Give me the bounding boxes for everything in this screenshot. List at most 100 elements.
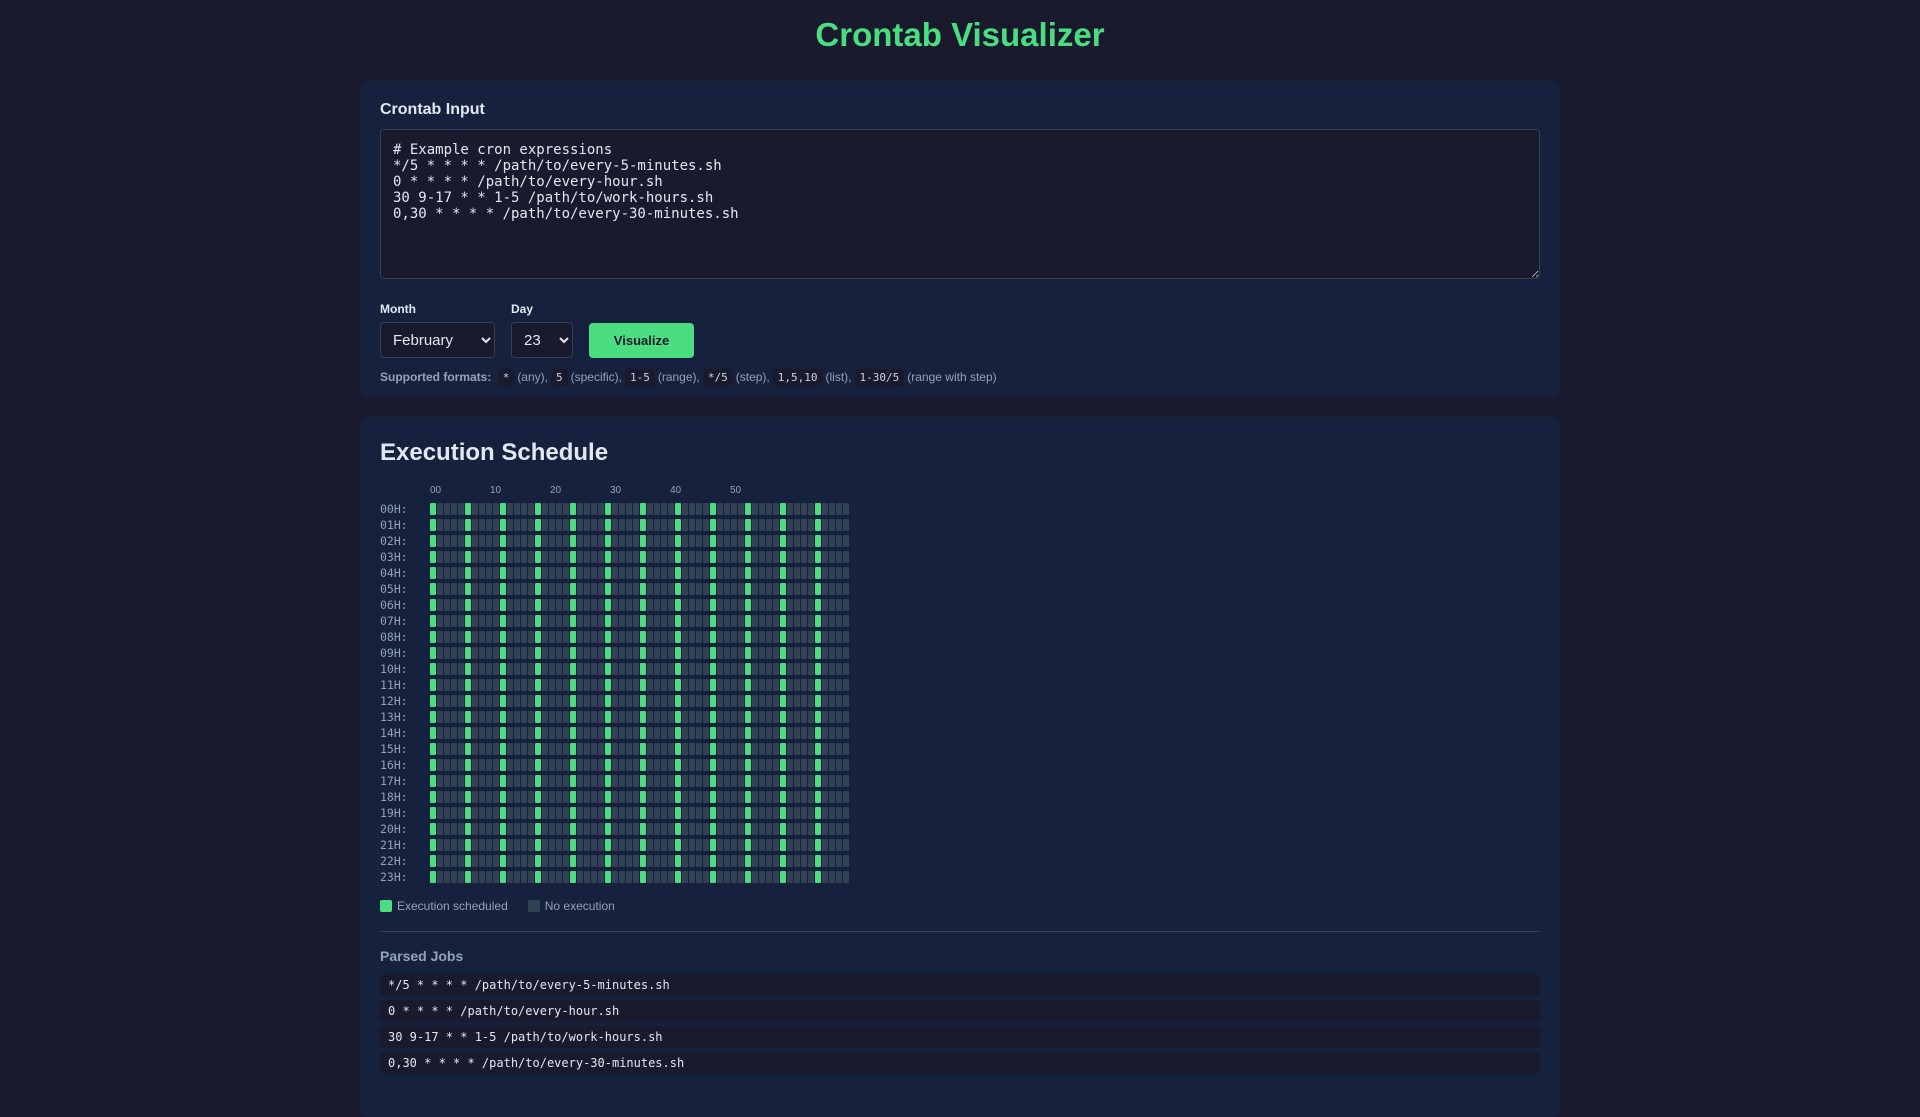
cell-empty: [542, 727, 548, 739]
hour-label: 14H:: [380, 726, 408, 740]
cell-empty: [563, 519, 569, 531]
cell-empty: [598, 823, 604, 835]
cell-empty: [689, 871, 695, 883]
minute-label: 10: [490, 485, 502, 496]
day-select[interactable]: 23: [511, 322, 573, 358]
cell-empty: [598, 855, 604, 867]
cell-scheduled: [815, 839, 821, 851]
cell-empty: [472, 855, 478, 867]
cell-scheduled: [710, 567, 716, 579]
cell-empty: [528, 743, 534, 755]
cell-empty: [696, 807, 702, 819]
cell-empty: [773, 519, 779, 531]
cell-empty: [682, 807, 688, 819]
cell-empty: [724, 583, 730, 595]
cell-empty: [528, 759, 534, 771]
cell-empty: [654, 583, 660, 595]
cell-empty: [542, 567, 548, 579]
cell-empty: [822, 695, 828, 707]
cell-empty: [521, 823, 527, 835]
cell-empty: [787, 711, 793, 723]
cell-empty: [528, 535, 534, 547]
cell-empty: [444, 519, 450, 531]
cell-empty: [556, 823, 562, 835]
cell-empty: [633, 711, 639, 723]
cell-empty: [451, 631, 457, 643]
cell-empty: [486, 759, 492, 771]
cell-empty: [766, 615, 772, 627]
cell-empty: [591, 823, 597, 835]
cell-empty: [591, 679, 597, 691]
cell-empty: [682, 711, 688, 723]
cell-empty: [507, 759, 513, 771]
cell-empty: [647, 599, 653, 611]
cell-empty: [682, 743, 688, 755]
cell-empty: [521, 663, 527, 675]
parsed-job: 30 9-17 * * 1-5 /path/to/work-hours.sh: [380, 1026, 1540, 1048]
cell-empty: [822, 823, 828, 835]
cell-empty: [598, 567, 604, 579]
cell-scheduled: [780, 727, 786, 739]
cell-scheduled: [605, 823, 611, 835]
cell-empty: [801, 583, 807, 595]
cell-empty: [619, 727, 625, 739]
cell-empty: [612, 855, 618, 867]
cell-empty: [696, 743, 702, 755]
cell-empty: [836, 839, 842, 851]
cell-empty: [486, 503, 492, 515]
cell-empty: [514, 775, 520, 787]
cell-empty: [843, 727, 849, 739]
cell-empty: [542, 679, 548, 691]
cell-empty: [689, 743, 695, 755]
cell-empty: [829, 791, 835, 803]
cell-empty: [647, 663, 653, 675]
crontab-textarea[interactable]: # Example cron expressions */5 * * * * /…: [380, 129, 1540, 279]
cell-empty: [829, 839, 835, 851]
cell-empty: [682, 871, 688, 883]
cell-empty: [563, 567, 569, 579]
cell-empty: [556, 711, 562, 723]
cell-empty: [794, 519, 800, 531]
cell-empty: [647, 791, 653, 803]
cell-empty: [486, 599, 492, 611]
cell-empty: [787, 647, 793, 659]
minute-header: 00 10 20 30 40 50: [380, 485, 1540, 501]
cell-scheduled: [710, 647, 716, 659]
cell-empty: [633, 775, 639, 787]
cell-empty: [738, 727, 744, 739]
cell-empty: [654, 503, 660, 515]
cell-empty: [752, 583, 758, 595]
cell-empty: [787, 871, 793, 883]
cell-empty: [591, 759, 597, 771]
cell-empty: [437, 807, 443, 819]
cell-empty: [843, 663, 849, 675]
cell-empty: [689, 695, 695, 707]
cell-empty: [542, 615, 548, 627]
visualize-button[interactable]: Visualize: [589, 323, 694, 358]
cell-scheduled: [780, 551, 786, 563]
cell-scheduled: [465, 663, 471, 675]
cell-empty: [521, 871, 527, 883]
cell-empty: [787, 759, 793, 771]
cell-scheduled: [570, 711, 576, 723]
cell-empty: [549, 839, 555, 851]
cell-empty: [766, 599, 772, 611]
cell-empty: [507, 679, 513, 691]
cell-empty: [668, 615, 674, 627]
cell-empty: [479, 759, 485, 771]
hour-label: 06H:: [380, 598, 408, 612]
month-select[interactable]: February: [380, 322, 495, 358]
cell-empty: [479, 679, 485, 691]
cell-scheduled: [570, 679, 576, 691]
cell-scheduled: [815, 583, 821, 595]
cell-empty: [479, 503, 485, 515]
parsed-job: 0 * * * * /path/to/every-hour.sh: [380, 1000, 1540, 1022]
cell-empty: [801, 871, 807, 883]
cell-scheduled: [605, 711, 611, 723]
cell-empty: [696, 535, 702, 547]
cell-scheduled: [535, 839, 541, 851]
cell-empty: [444, 503, 450, 515]
cell-empty: [759, 759, 765, 771]
cell-empty: [836, 871, 842, 883]
cell-empty: [493, 647, 499, 659]
